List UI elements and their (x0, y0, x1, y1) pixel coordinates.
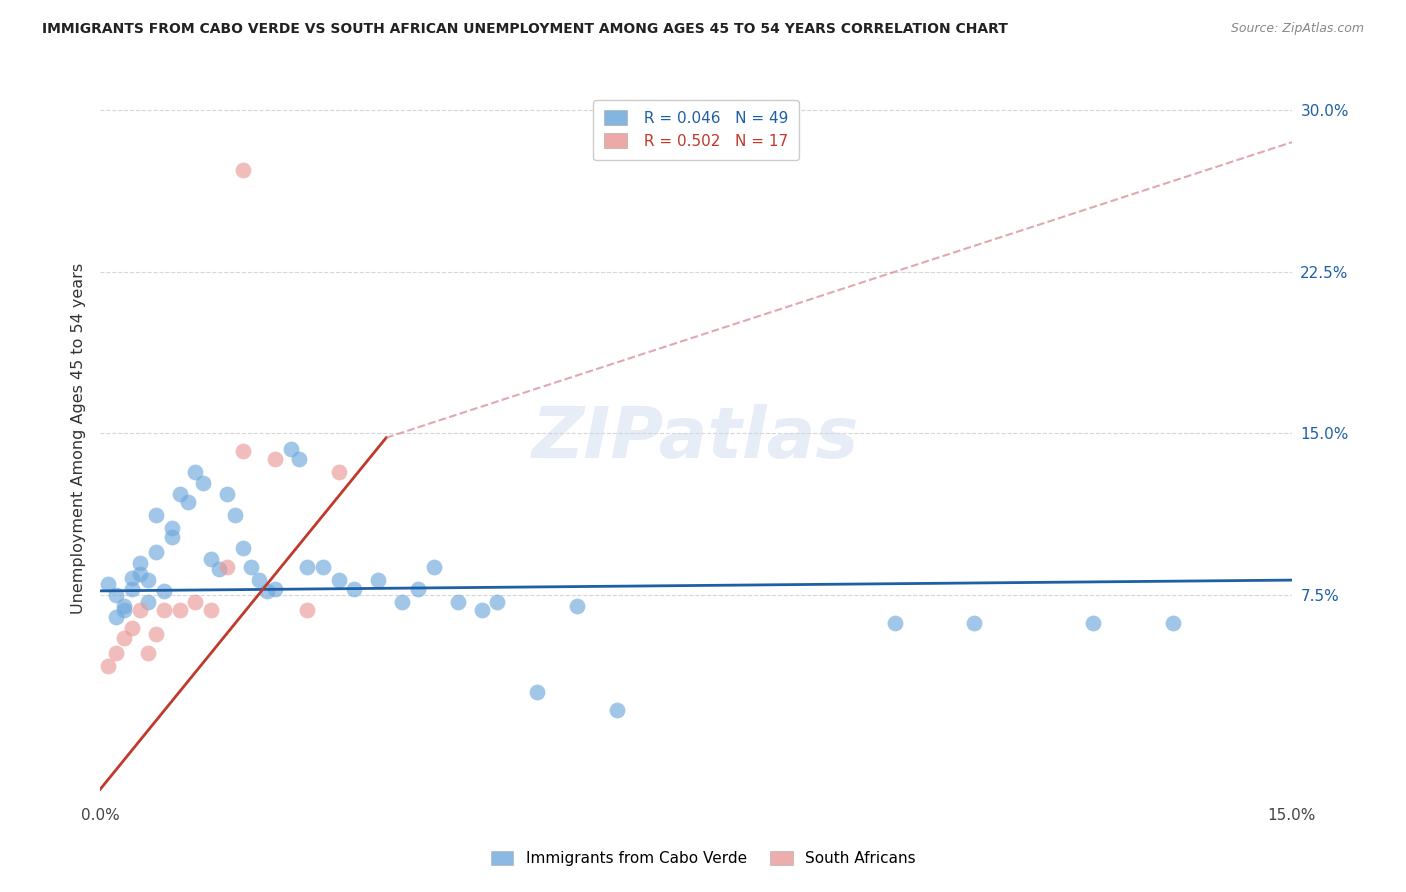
Point (105, 647, 128, 661)
Point (247, 573, 270, 587)
Point (193, 476, 215, 491)
Point (264, 452, 287, 467)
Point (176, 495, 198, 509)
Point (105, 609, 128, 624)
Point (152, 603, 174, 617)
Point (112, 599, 135, 613)
Point (152, 583, 174, 598)
Point (184, 465, 207, 479)
Point (200, 551, 222, 566)
Point (97, 659, 120, 673)
Point (343, 582, 366, 596)
Point (1083, 616, 1105, 631)
Point (145, 627, 167, 641)
Point (208, 562, 231, 576)
Point (128, 566, 150, 581)
Point (136, 573, 159, 587)
Point (391, 595, 413, 609)
Point (112, 603, 135, 617)
Point (295, 603, 318, 617)
Point (963, 616, 986, 631)
Point (97, 577, 120, 591)
Point (136, 595, 159, 609)
Point (232, 541, 254, 555)
Point (184, 595, 207, 609)
Point (121, 571, 143, 585)
Point (232, 443, 254, 458)
Point (169, 487, 191, 501)
Point (311, 560, 333, 574)
Text: Source: ZipAtlas.com: Source: ZipAtlas.com (1230, 22, 1364, 36)
Y-axis label: Unemployment Among Ages 45 to 54 years: Unemployment Among Ages 45 to 54 years (72, 263, 86, 615)
Point (565, 599, 588, 613)
Point (200, 603, 222, 617)
Text: IMMIGRANTS FROM CABO VERDE VS SOUTH AFRICAN UNEMPLOYMENT AMONG AGES 45 TO 54 YEA: IMMIGRANTS FROM CABO VERDE VS SOUTH AFRI… (42, 22, 1008, 37)
Point (447, 595, 470, 609)
Point (295, 560, 318, 574)
Legend: Immigrants from Cabo Verde, South Africans: Immigrants from Cabo Verde, South Africa… (481, 841, 925, 875)
Point (121, 621, 143, 635)
Point (423, 560, 446, 574)
Point (232, 163, 254, 178)
Point (470, 603, 492, 617)
Point (280, 442, 302, 456)
Point (121, 582, 143, 596)
Point (160, 530, 183, 544)
Point (105, 588, 128, 602)
Point (367, 573, 389, 587)
Point (1161, 616, 1184, 631)
Point (169, 603, 191, 617)
Point (256, 583, 278, 598)
Point (328, 465, 350, 479)
Point (217, 487, 239, 501)
Point (112, 632, 135, 646)
Point (406, 582, 429, 596)
Point (145, 545, 167, 559)
Point (217, 560, 239, 574)
Point (224, 508, 246, 523)
Legend:  R = 0.046   N = 49,  R = 0.502   N = 17: R = 0.046 N = 49, R = 0.502 N = 17 (593, 100, 799, 160)
Point (264, 582, 287, 596)
Point (486, 595, 509, 609)
Text: ZIPatlas: ZIPatlas (533, 404, 859, 474)
Point (160, 521, 183, 535)
Point (606, 702, 628, 716)
Point (128, 603, 150, 617)
Point (328, 573, 350, 587)
Point (128, 556, 150, 570)
Point (136, 647, 159, 661)
Point (883, 616, 905, 631)
Point (240, 560, 263, 574)
Point (145, 508, 167, 523)
Point (526, 685, 548, 699)
Point (287, 452, 309, 467)
